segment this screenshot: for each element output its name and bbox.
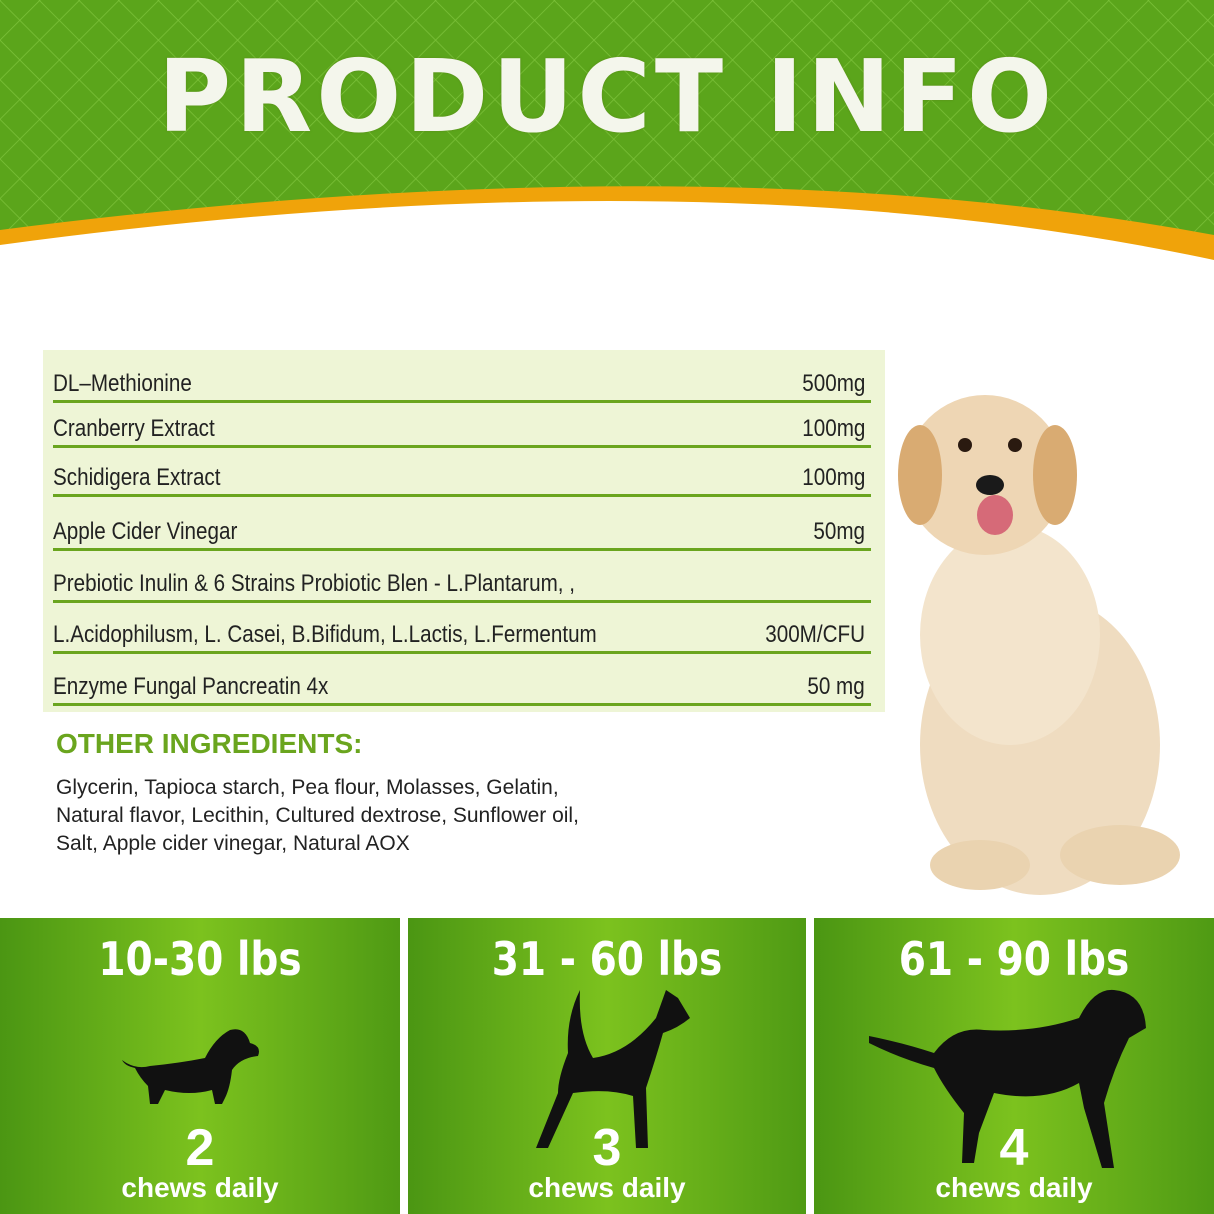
weight-range: 31 - 60 lbs <box>491 932 723 986</box>
golden-retriever-photo <box>898 395 1180 895</box>
table-row: Cranberry Extract 100mg <box>53 397 871 448</box>
ingredient-amount: 300M/CFU <box>765 621 865 648</box>
ingredients-table: DL–Methionine 500mg Cranberry Extract 100m… <box>43 350 885 712</box>
table-row: Prebiotic Inulin & 6 Strains Probiotic B… <box>53 552 871 603</box>
table-row: Schidigera Extract 100mg <box>53 446 871 497</box>
page-title: PRODUCT INFO <box>157 38 1057 155</box>
ingredient-amount: 100mg <box>801 415 865 442</box>
ingredient-name: DL–Methionine <box>53 370 192 397</box>
table-row: Apple Cider Vinegar 50mg <box>53 500 871 551</box>
ingredient-amount: 50 mg <box>807 673 865 700</box>
chew-count: 2 <box>185 1119 215 1177</box>
chew-count: 4 <box>999 1119 1029 1177</box>
dosage-panel-medium: 31 - 60 lbs 3 chews daily <box>408 918 806 1214</box>
ingredient-name: Prebiotic Inulin & 6 Strains Probiotic B… <box>53 570 575 597</box>
chew-count: 3 <box>592 1119 622 1177</box>
other-ingredients-title: OTHER INGREDIENTS: <box>56 728 363 759</box>
ingredient-name: Cranberry Extract <box>53 415 215 442</box>
header-background <box>0 0 1214 260</box>
ingredient-name: L.Acidophilusm, L. Casei, B.Bifidum, L.L… <box>53 621 597 648</box>
chews-label: chews daily <box>528 1172 686 1203</box>
table-row: DL–Methionine 500mg <box>53 352 871 403</box>
dosage-panel-large: 61 - 90 lbs 4 chews daily <box>814 918 1214 1214</box>
ingredient-amount: 500mg <box>801 370 865 397</box>
ingredient-name: Schidigera Extract <box>53 464 221 491</box>
other-line: Glycerin, Tapioca starch, Pea flour, Mol… <box>56 776 559 799</box>
other-line: Salt, Apple cider vinegar, Natural AOX <box>56 832 410 855</box>
header-banner: PRODUCT INFO <box>0 0 1214 280</box>
table-row: Enzyme Fungal Pancreatin 4x 50 mg <box>53 655 871 706</box>
ingredient-amount: 100mg <box>801 464 865 491</box>
table-row: L.Acidophilusm, L. Casei, B.Bifidum, L.L… <box>53 603 871 654</box>
small-dog-silhouette-icon <box>122 1029 259 1104</box>
other-ingredients-text: Glycerin, Tapioca starch, Pea flour, Mol… <box>56 774 616 858</box>
chews-label: chews daily <box>121 1172 279 1203</box>
ingredient-name: Apple Cider Vinegar <box>53 518 238 545</box>
large-dog-silhouette-icon <box>869 989 1146 1168</box>
ingredient-amount: 50mg <box>813 518 865 545</box>
other-line: Natural flavor, Lecithin, Cultured dextr… <box>56 804 579 827</box>
ingredient-name: Enzyme Fungal Pancreatin 4x <box>53 673 329 700</box>
dosage-panel-small: 10-30 lbs 2 chews daily <box>0 918 400 1214</box>
chews-label: chews daily <box>935 1172 1093 1203</box>
weight-range: 61 - 90 lbs <box>898 932 1130 986</box>
medium-dog-silhouette-icon <box>536 990 690 1148</box>
weight-range: 10-30 lbs <box>98 932 302 986</box>
